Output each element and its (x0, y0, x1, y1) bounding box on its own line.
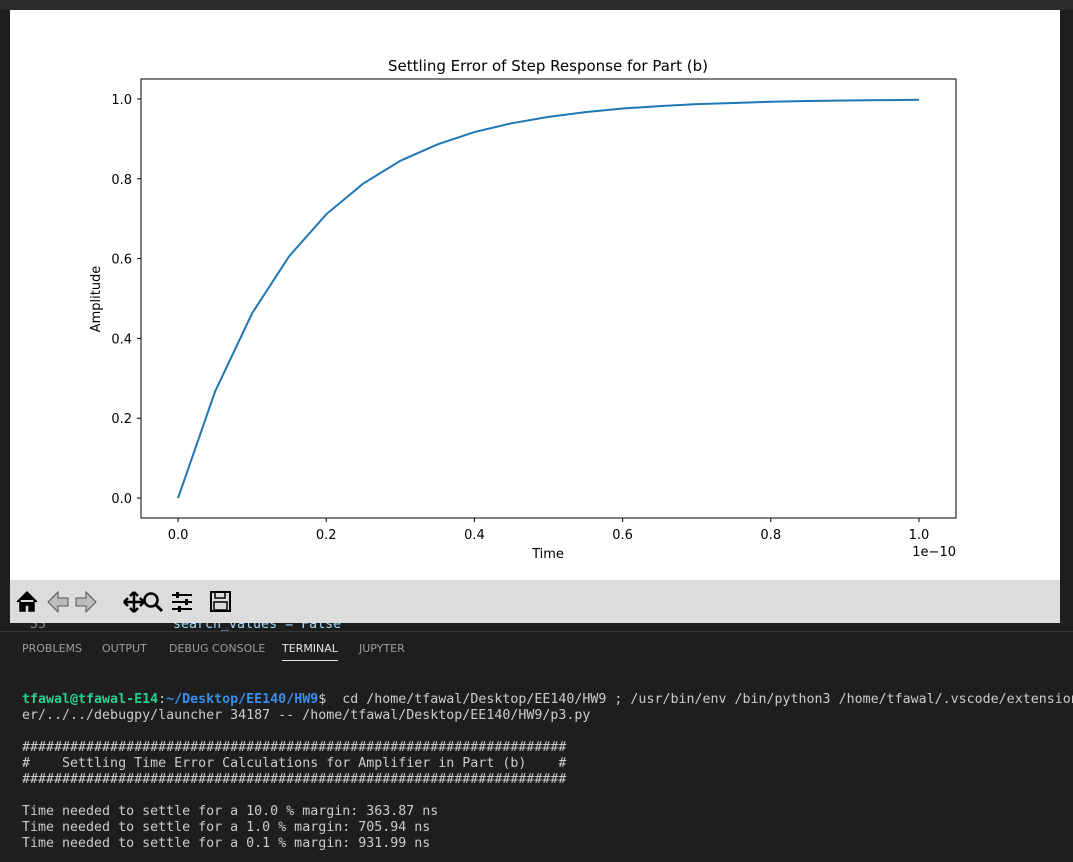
prompt-user: tfawal@tfawal-E14 (22, 692, 159, 707)
line-number: 33 (30, 623, 47, 631)
terminal-line: Time needed to settle for a 10.0 % margi… (22, 804, 439, 819)
x-tick-label: 0.4 (464, 528, 485, 543)
title-bar (0, 0, 1073, 10)
chart: Settling Error of Step Response for Part… (89, 57, 957, 562)
prompt-line: tfawal@tfawal-E14:~/Desktop/EE140/HW9$ cd… (22, 692, 1073, 708)
y-axis-label: Amplitude (89, 266, 104, 333)
bottom-panel: PROBLEMS OUTPUT DEBUG CONSOLE TERMINAL JUPYT… (0, 631, 1073, 858)
x-tick-label: 0.0 (168, 528, 189, 543)
command: cd /home/tfawal/Desktop/EE140/HW9 ; /usr… (342, 692, 1073, 707)
toolbar-icons (16, 590, 231, 614)
pan-button[interactable] (123, 591, 145, 613)
x-axis-label: Time (531, 547, 564, 562)
y-tick-label: 0.0 (111, 492, 132, 507)
terminal-line: Time needed to settle for a 1.0 % margin… (22, 820, 431, 835)
y-tick-label: 1.0 (111, 93, 132, 108)
zoom-button[interactable] (143, 592, 164, 613)
panel-tab[interactable]: PROBLEMS (22, 642, 83, 655)
prompt-path: ~/Desktop/EE140/HW9 (166, 692, 319, 707)
x-tick-label: 0.2 (316, 528, 337, 543)
terminal-line: ########################################… (22, 772, 567, 787)
save-button[interactable] (210, 591, 231, 612)
x-tick-label: 0.6 (612, 528, 633, 543)
panel-tab[interactable]: OUTPUT (102, 642, 147, 655)
panel-tab[interactable]: JUPYTER (359, 642, 405, 655)
y-tick-label: 0.6 (111, 253, 132, 268)
y-tick-label: 0.2 (111, 412, 132, 427)
chart-title: Settling Error of Step Response for Part… (388, 57, 708, 75)
back-button[interactable] (47, 590, 69, 614)
editor-strip: 33 search_values = False (0, 623, 1073, 631)
x-offset-text: 1e−10 (912, 545, 956, 560)
terminal-line: # Settling Time Error Calculations for A… (22, 756, 567, 771)
toolbar (10, 580, 1060, 623)
x-tick-label: 0.8 (760, 528, 781, 543)
configure-button[interactable] (172, 592, 192, 612)
terminal-line: ########################################… (22, 740, 567, 755)
prompt-sep: : (158, 692, 167, 707)
x-tick-label: 1.0 (909, 528, 930, 543)
terminal-line: Time needed to settle for a 0.1 % margin… (22, 836, 431, 851)
y-tick-label: 0.4 (111, 332, 132, 347)
panel-tab[interactable]: DEBUG CONSOLE (169, 642, 266, 655)
panel-tab[interactable]: TERMINAL (282, 642, 338, 661)
terminal: tfawal@tfawal-E14:~/Desktop/EE140/HW9$ cd… (22, 692, 1073, 862)
terminal-line: er/../../debugpy/launcher 34187 -- /home… (22, 708, 591, 723)
plot-area (140, 78, 957, 519)
forward-button[interactable] (75, 590, 97, 614)
code-line: search_values = False (173, 623, 342, 631)
prompt-symbol: $ (318, 692, 327, 707)
home-button[interactable] (16, 590, 38, 612)
plot-window: Settling Error of Step Response for Part… (10, 10, 1060, 580)
data-line (177, 98, 919, 499)
y-tick-label: 0.8 (111, 173, 132, 188)
